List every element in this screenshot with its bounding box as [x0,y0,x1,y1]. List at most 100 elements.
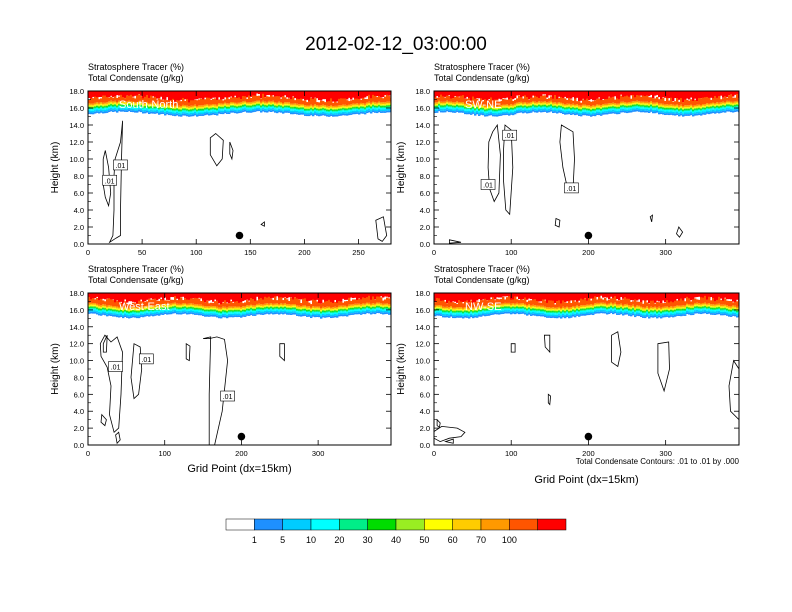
tracer-cell [240,307,243,309]
tracer-cell [208,112,211,114]
tracer-cell [438,107,441,110]
tracer-cell [120,293,123,302]
tracer-cell [358,111,361,113]
tracer-cell [100,306,103,308]
tracer-cell [342,309,345,311]
tracer-cell [482,111,485,114]
tracer-cell [348,91,351,98]
tracer-cell [152,106,155,108]
tracer-cell [272,305,275,307]
tracer-cell [292,110,295,113]
tracer-cell [574,105,577,107]
tracer-cell [486,106,489,108]
tracer-cell [98,306,101,308]
tracer-cell [318,312,321,314]
tracer-cell [118,310,121,312]
tracer-cell [128,311,131,313]
tracer-cell [160,313,163,315]
tracer-cell [544,110,547,112]
tracer-cell [326,111,329,114]
tracer-cell [340,312,343,315]
tracer-cell [206,107,209,108]
tracer-cell [598,106,601,108]
tracer-cell [368,106,371,108]
tracer-cell [212,105,215,107]
tracer-cell [338,313,341,315]
tracer-cell [176,303,179,306]
tracer-cell [652,111,655,114]
tracer-cell [584,107,587,109]
tracer-cell [548,110,551,113]
tracer-cell [328,91,331,103]
tracer-cell [486,108,489,110]
tracer-cell [734,103,737,105]
tracer-cell [578,112,581,115]
tracer-cell [260,297,263,305]
tracer-cell [714,91,717,100]
tracer-cell [686,109,689,110]
tracer-cell [238,104,241,106]
tracer-cell [272,307,275,309]
tracer-cell [706,106,709,108]
tracer-cell [274,304,277,306]
tracer-cell [198,304,201,306]
tracer-cell [530,111,533,113]
tracer-cell [100,109,103,112]
tracer-cell [330,313,333,315]
tracer-cell [454,104,457,106]
tracer-cell [148,293,151,299]
tracer-cell [212,106,215,107]
tracer-cell [188,304,191,306]
tracer-cell [242,91,245,97]
tracer-cell [596,108,599,110]
tracer-cell [142,293,145,304]
tracer-cell [246,314,249,316]
tracer-cell [536,109,539,111]
tracer-cell [112,102,115,104]
tracer-cell [306,108,309,110]
tracer-cell [206,109,209,112]
tracer-cell [110,107,113,110]
tracer-cell [92,310,95,312]
tracer-cell [136,311,139,313]
tracer-cell [658,103,661,105]
tracer-cell [324,110,327,113]
tracer-cell [490,97,493,105]
tracer-cell [242,315,245,317]
tracer-cell [148,106,151,108]
tracer-cell [290,306,293,308]
tracer-cell [568,91,571,99]
tracer-cell [352,110,355,113]
tracer-cell [118,100,121,102]
tracer-cell [628,106,631,108]
tracer-cell [230,105,233,106]
tracer-cell [452,91,455,99]
tracer-cell [262,105,265,107]
tracer-cell [162,311,165,314]
tracer-cell [134,109,137,111]
tracer-cell [536,110,539,113]
tracer-cell [336,108,339,109]
tracer-cell [472,107,475,108]
tracer-cell [730,107,733,109]
tracer-cell [138,311,141,313]
tracer-cell [658,106,661,108]
tracer-cell [580,107,583,109]
tracer-cell [148,104,151,106]
tracer-cell [308,315,311,317]
tracer-cell [730,103,733,105]
tracer-cell [720,103,723,105]
tracer-cell [568,107,571,109]
tracer-cell [130,101,133,103]
tracer-cell [366,106,369,108]
tracer-cell [636,106,639,108]
tracer-cell [344,314,347,317]
tracer-cell [178,309,181,312]
tracer-cell [132,308,135,310]
tracer-cell [342,308,345,310]
tracer-cell [226,103,229,105]
tracer-cell [564,98,567,105]
tracer-cell [150,107,153,109]
tracer-cell [178,91,181,101]
tracer-cell [370,111,373,114]
